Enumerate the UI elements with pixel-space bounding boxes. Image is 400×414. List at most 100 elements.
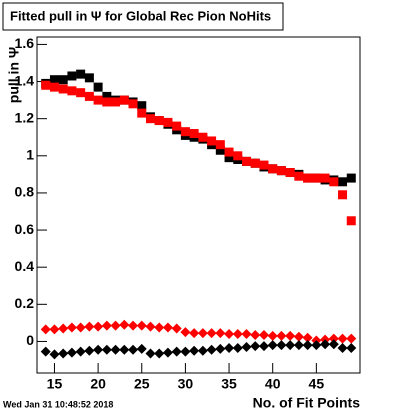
diamond-marker — [162, 347, 173, 358]
plot-frame — [36, 36, 361, 374]
diamond-marker — [241, 329, 252, 340]
diamond-marker — [197, 345, 208, 356]
square-marker — [329, 177, 339, 187]
square-marker — [172, 121, 182, 131]
diamond-marker — [311, 340, 322, 351]
square-marker — [58, 84, 68, 94]
square-marker — [215, 140, 225, 150]
square-marker — [128, 99, 138, 109]
diamond-marker — [293, 331, 304, 342]
square-marker — [137, 101, 147, 111]
square-marker — [224, 153, 234, 163]
diamond-marker — [276, 330, 287, 341]
diamond-marker — [66, 322, 77, 333]
square-marker — [338, 190, 348, 200]
diamond-marker — [101, 320, 112, 331]
diamond-marker — [258, 341, 269, 352]
y-tick-label: 0.2 — [15, 295, 35, 311]
square-marker — [67, 86, 77, 96]
diamond-marker — [328, 333, 339, 344]
square-marker — [67, 71, 77, 81]
diamond-marker — [258, 329, 269, 340]
diamond-marker — [232, 329, 243, 340]
square-marker — [346, 216, 356, 226]
y-tick-label: 1.4 — [15, 72, 35, 88]
diamond-marker — [224, 342, 235, 353]
square-marker — [137, 108, 147, 118]
y-tick-label: 1 — [26, 147, 34, 163]
diamond-marker — [154, 348, 165, 359]
square-marker — [76, 69, 86, 79]
square-marker — [233, 151, 243, 161]
diamond-marker — [154, 322, 165, 333]
diamond-marker — [215, 343, 226, 354]
diamond-marker — [232, 342, 243, 353]
x-tick-label: 25 — [134, 376, 150, 392]
diamond-marker — [241, 342, 252, 353]
square-marker — [285, 168, 295, 178]
diamond-marker — [206, 328, 217, 339]
diamond-marker — [40, 324, 51, 335]
diamond-marker — [250, 329, 261, 340]
diamond-marker — [346, 333, 357, 344]
diamond-marker — [171, 323, 182, 334]
square-marker — [311, 173, 321, 183]
diamond-marker — [285, 340, 296, 351]
diamond-marker — [49, 324, 60, 335]
y-tick-label: 0.8 — [15, 184, 35, 200]
square-marker — [207, 136, 217, 146]
diamond-marker — [58, 348, 69, 359]
diamond-marker — [93, 321, 104, 332]
diamond-marker — [337, 342, 348, 353]
diamond-marker — [171, 346, 182, 357]
x-tick-label: 40 — [265, 376, 281, 392]
square-marker — [145, 114, 155, 124]
square-marker — [320, 173, 330, 183]
diamond-marker — [250, 341, 261, 352]
diamond-marker — [320, 339, 331, 350]
x-tick-label: 45 — [309, 376, 325, 392]
diamond-marker — [119, 344, 130, 355]
x-tick-label: 35 — [221, 376, 237, 392]
y-tick-label: 0.4 — [15, 258, 35, 274]
diamond-marker — [119, 319, 130, 330]
diamond-marker — [145, 348, 156, 359]
diamond-marker — [101, 344, 112, 355]
diamond-marker — [337, 333, 348, 344]
x-tick-label: 30 — [178, 376, 194, 392]
diamond-marker — [293, 340, 304, 351]
square-marker — [102, 97, 112, 107]
diamond-marker — [189, 328, 200, 339]
diamond-marker — [302, 332, 313, 343]
diamond-marker — [162, 322, 173, 333]
square-marker — [58, 75, 68, 85]
y-tick-label: 1.2 — [15, 109, 35, 125]
square-marker — [224, 147, 234, 157]
diamond-marker — [180, 327, 191, 338]
x-axis-label: No. of Fit Points — [253, 395, 361, 411]
diamond-marker — [84, 345, 95, 356]
square-marker — [215, 145, 225, 155]
square-marker — [259, 160, 269, 170]
diamond-marker — [84, 321, 95, 332]
square-marker — [49, 75, 59, 85]
diamond-marker — [206, 344, 217, 355]
diamond-marker — [58, 323, 69, 334]
square-marker — [93, 82, 103, 92]
square-marker — [84, 91, 94, 101]
diamond-marker — [145, 321, 156, 332]
diamond-marker — [40, 346, 51, 357]
square-marker — [189, 129, 199, 139]
title-box — [2, 2, 284, 31]
timestamp: Wed Jan 31 10:48:52 2018 — [3, 399, 113, 409]
x-tick-label: 15 — [47, 376, 63, 392]
diamond-marker — [49, 349, 60, 360]
diamond-marker — [136, 320, 147, 331]
diamond-marker — [180, 346, 191, 357]
diamond-marker — [197, 328, 208, 339]
square-marker — [93, 95, 103, 105]
diamond-marker — [267, 330, 278, 341]
y-tick-label: 0 — [26, 332, 34, 348]
diamond-marker — [93, 344, 104, 355]
